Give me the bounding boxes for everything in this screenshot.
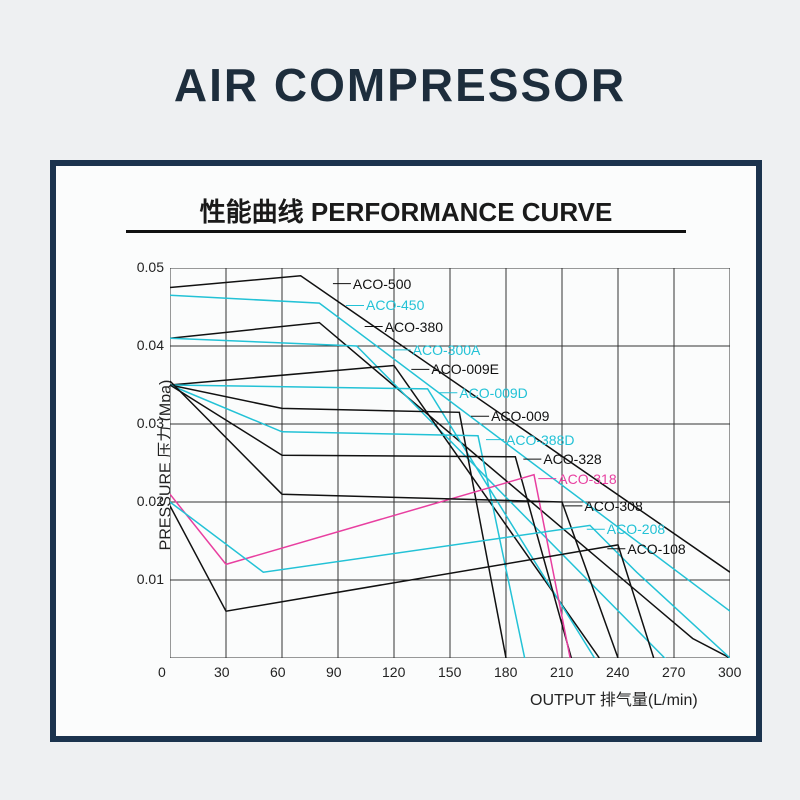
y-tick-label: 0.01 (137, 571, 164, 587)
series-label-ACO-009: ACO-009 (491, 408, 549, 424)
chart-frame: 性能曲线 PERFORMANCE CURVE PRESSURE 压力 (Mpa)… (50, 160, 762, 742)
x-tick-label: 240 (606, 664, 629, 680)
x-tick-label: 30 (214, 664, 230, 680)
series-label-ACO-300A: ACO-300A (413, 342, 481, 358)
x-tick-label: 270 (662, 664, 685, 680)
y-tick-label: 0.02 (137, 493, 164, 509)
x-tick-label: 120 (382, 664, 405, 680)
y-tick-label: 0.04 (137, 337, 164, 353)
x-tick-label: 300 (718, 664, 741, 680)
series-label-ACO-500: ACO-500 (353, 276, 411, 292)
x-tick-label: 150 (438, 664, 461, 680)
main-title: AIR COMPRESSOR (0, 58, 800, 112)
page-root: AIR COMPRESSOR 性能曲线 PERFORMANCE CURVE PR… (0, 0, 800, 800)
plot-area (170, 268, 730, 658)
series-label-ACO-380: ACO-380 (385, 319, 443, 335)
series-label-ACO-108: ACO-108 (627, 541, 685, 557)
x-axis-label: OUTPUT 排气量(L/min) (530, 686, 698, 710)
series-label-ACO-009E: ACO-009E (431, 361, 499, 377)
x-tick-label: 60 (270, 664, 286, 680)
series-label-ACO-208: ACO-208 (607, 521, 665, 537)
x-tick-label: 0 (158, 664, 166, 680)
y-tick-label: 0.03 (137, 415, 164, 431)
x-tick-label: 90 (326, 664, 342, 680)
series-label-ACO-450: ACO-450 (366, 297, 424, 313)
series-label-ACO-318: ACO-318 (558, 471, 616, 487)
series-label-ACO-308: ACO-308 (584, 498, 642, 514)
x-tick-label: 210 (550, 664, 573, 680)
chart-title-underline (126, 230, 686, 233)
series-label-ACO-009D: ACO-009D (459, 385, 527, 401)
series-label-ACO-388D: ACO-388D (506, 432, 574, 448)
chart-title: 性能曲线 PERFORMANCE CURVE (56, 192, 756, 229)
y-tick-label: 0.05 (137, 259, 164, 275)
series-label-ACO-328: ACO-328 (543, 451, 601, 467)
x-tick-label: 180 (494, 664, 517, 680)
